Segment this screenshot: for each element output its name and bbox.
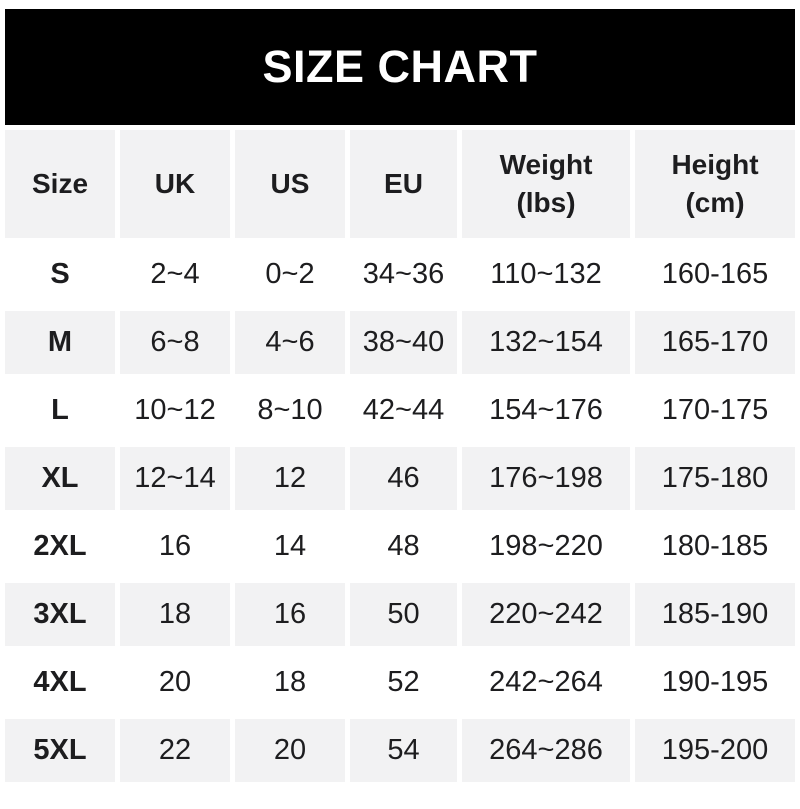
- cell-height-cm: 195-200: [635, 719, 795, 782]
- cell-height-cm: 160-165: [635, 243, 795, 306]
- cell-weight-lbs: 264~286: [462, 719, 630, 782]
- cell-height-cm: 170-175: [635, 379, 795, 442]
- cell-us: 18: [235, 651, 345, 714]
- cell-weight-lbs: 110~132: [462, 243, 630, 306]
- cell-size: XL: [5, 447, 115, 510]
- cell-uk: 6~8: [120, 311, 230, 374]
- cell-size: 4XL: [5, 651, 115, 714]
- table-row-4xl: 4XL 20 18 52 242~264 190-195: [5, 651, 795, 714]
- cell-height-cm: 175-180: [635, 447, 795, 510]
- cell-size: 5XL: [5, 719, 115, 782]
- cell-height-cm: 180-185: [635, 515, 795, 578]
- cell-weight-lbs: 242~264: [462, 651, 630, 714]
- column-header-height-cm: Height (cm): [635, 130, 795, 238]
- size-table-body: S 2~4 0~2 34~36 110~132 160-165 M 6~8 4~6 38~40 13…: [5, 243, 795, 782]
- table-row-3xl: 3XL 18 16 50 220~242 185-190: [5, 583, 795, 646]
- cell-size: 3XL: [5, 583, 115, 646]
- cell-size: M: [5, 311, 115, 374]
- cell-weight-lbs: 220~242: [462, 583, 630, 646]
- table-row-xl: XL 12~14 12 46 176~198 175-180: [5, 447, 795, 510]
- cell-us: 0~2: [235, 243, 345, 306]
- cell-us: 4~6: [235, 311, 345, 374]
- column-header-weight-lbs: Weight (lbs): [462, 130, 630, 238]
- cell-size: L: [5, 379, 115, 442]
- cell-uk: 20: [120, 651, 230, 714]
- size-table-header: Size UK US EU Weight (lbs) Height (cm): [5, 130, 795, 238]
- column-header-us: US: [235, 130, 345, 238]
- cell-weight-lbs: 198~220: [462, 515, 630, 578]
- cell-uk: 2~4: [120, 243, 230, 306]
- cell-eu: 52: [350, 651, 457, 714]
- cell-uk: 10~12: [120, 379, 230, 442]
- cell-height-cm: 185-190: [635, 583, 795, 646]
- cell-uk: 16: [120, 515, 230, 578]
- cell-uk: 12~14: [120, 447, 230, 510]
- cell-us: 16: [235, 583, 345, 646]
- cell-height-cm: 165-170: [635, 311, 795, 374]
- cell-us: 14: [235, 515, 345, 578]
- header-row: Size UK US EU Weight (lbs) Height (cm): [5, 130, 795, 238]
- cell-size: S: [5, 243, 115, 306]
- cell-us: 20: [235, 719, 345, 782]
- table-row-5xl: 5XL 22 20 54 264~286 195-200: [5, 719, 795, 782]
- table-row-m: M 6~8 4~6 38~40 132~154 165-170: [5, 311, 795, 374]
- table-row-2xl: 2XL 16 14 48 198~220 180-185: [5, 515, 795, 578]
- cell-us: 8~10: [235, 379, 345, 442]
- cell-uk: 22: [120, 719, 230, 782]
- cell-weight-lbs: 176~198: [462, 447, 630, 510]
- cell-eu: 38~40: [350, 311, 457, 374]
- cell-eu: 42~44: [350, 379, 457, 442]
- cell-eu: 46: [350, 447, 457, 510]
- size-chart-table: Size UK US EU Weight (lbs) Height (cm) S…: [0, 125, 800, 787]
- table-row-l: L 10~12 8~10 42~44 154~176 170-175: [5, 379, 795, 442]
- cell-uk: 18: [120, 583, 230, 646]
- cell-height-cm: 190-195: [635, 651, 795, 714]
- cell-weight-lbs: 132~154: [462, 311, 630, 374]
- cell-eu: 34~36: [350, 243, 457, 306]
- cell-eu: 54: [350, 719, 457, 782]
- cell-weight-lbs: 154~176: [462, 379, 630, 442]
- cell-eu: 48: [350, 515, 457, 578]
- cell-us: 12: [235, 447, 345, 510]
- column-header-uk: UK: [120, 130, 230, 238]
- cell-size: 2XL: [5, 515, 115, 578]
- column-header-eu: EU: [350, 130, 457, 238]
- column-header-size: Size: [5, 130, 115, 238]
- table-row-s: S 2~4 0~2 34~36 110~132 160-165: [5, 243, 795, 306]
- size-chart-banner: SIZE CHART: [5, 9, 795, 125]
- cell-eu: 50: [350, 583, 457, 646]
- page-title: SIZE CHART: [262, 41, 538, 92]
